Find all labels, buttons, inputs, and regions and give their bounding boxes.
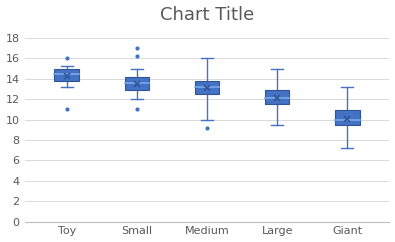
Bar bbox=[124, 77, 149, 90]
Bar bbox=[335, 110, 359, 125]
Title: Chart Title: Chart Title bbox=[160, 6, 254, 23]
Bar bbox=[55, 69, 79, 81]
Bar bbox=[265, 90, 290, 104]
Bar bbox=[195, 81, 219, 94]
